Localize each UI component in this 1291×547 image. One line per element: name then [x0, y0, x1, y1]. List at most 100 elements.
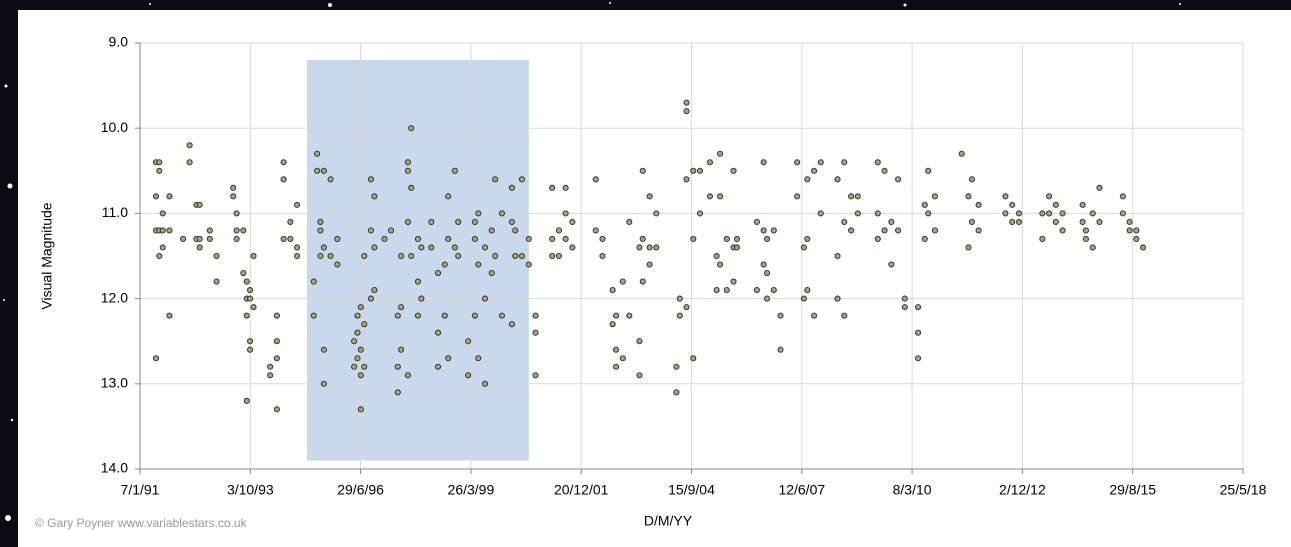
data-point: [166, 312, 173, 319]
data-point: [777, 312, 784, 319]
data-point: [243, 278, 250, 285]
data-point: [166, 227, 173, 234]
data-point: [619, 355, 626, 362]
data-point: [1015, 210, 1023, 217]
data-point: [915, 355, 922, 362]
data-point: [915, 329, 922, 336]
data-point: [394, 363, 401, 370]
data-point: [975, 201, 982, 208]
data-point: [508, 218, 515, 225]
data-point: [717, 193, 724, 200]
data-point: [841, 159, 848, 166]
data-point: [240, 269, 247, 277]
data-point: [508, 184, 515, 191]
data-point: [549, 184, 556, 191]
data-point: [418, 295, 425, 302]
data-point: [532, 312, 539, 319]
data-point: [968, 176, 975, 183]
data-point: [764, 235, 771, 243]
data-point: [834, 176, 841, 183]
data-point: [696, 210, 704, 217]
data-point: [901, 295, 908, 302]
data-point: [931, 227, 938, 234]
data-point: [1126, 227, 1133, 234]
data-point: [354, 312, 361, 319]
data-point: [441, 312, 448, 319]
data-point: [895, 176, 902, 183]
x-tick-label: 2/12/12: [999, 482, 1046, 498]
data-point: [1079, 201, 1086, 208]
data-point: [965, 193, 972, 200]
data-point: [1002, 210, 1009, 217]
data-point: [408, 125, 415, 132]
data-point: [555, 227, 562, 234]
data-point: [206, 235, 213, 243]
x-tick-label: 12/6/07: [778, 482, 825, 498]
data-point: [1119, 193, 1126, 200]
data-point: [626, 312, 633, 319]
data-point: [777, 346, 784, 353]
data-point: [398, 304, 405, 311]
data-point: [351, 363, 358, 370]
data-point: [351, 338, 358, 345]
data-point: [1133, 227, 1140, 234]
data-point: [441, 261, 448, 268]
data-point: [179, 235, 187, 243]
data-point: [152, 193, 160, 200]
data-point: [639, 235, 646, 243]
data-point: [854, 210, 861, 217]
data-point: [354, 355, 361, 362]
data-point: [280, 235, 287, 243]
data-point: [317, 218, 324, 225]
data-point: [958, 150, 965, 157]
data-point: [152, 355, 160, 362]
data-point: [706, 193, 713, 200]
data-point: [475, 355, 482, 362]
data-point: [357, 304, 364, 311]
data-point: [760, 261, 767, 268]
data-point: [1133, 235, 1140, 243]
credit: © Gary Poyner www.variablestars.co.uk: [35, 516, 248, 530]
data-point: [455, 252, 462, 260]
x-tick-label: 3/10/93: [227, 482, 274, 498]
data-point: [717, 150, 724, 157]
data-point: [696, 167, 704, 174]
data-point: [683, 99, 690, 106]
data-point: [320, 244, 327, 251]
data-point: [518, 176, 526, 183]
data-point: [1119, 210, 1126, 217]
data-point: [492, 176, 499, 183]
y-axis-label: Visual Magnitude: [39, 202, 55, 309]
data-point: [723, 287, 730, 294]
data-point: [280, 159, 287, 166]
data-point: [451, 167, 458, 174]
data-point: [532, 329, 539, 336]
x-tick-label: 29/8/15: [1109, 482, 1156, 498]
data-point: [267, 372, 274, 379]
data-point: [569, 218, 576, 225]
data-point: [848, 227, 855, 234]
data-point: [314, 150, 321, 157]
data-point: [713, 287, 720, 294]
y-tick-label: 9.0: [109, 34, 129, 50]
data-point: [730, 167, 737, 174]
data-point: [488, 227, 495, 234]
data-point: [445, 193, 452, 200]
data-point: [481, 295, 489, 302]
data-point: [247, 346, 254, 353]
data-point: [874, 210, 881, 217]
data-point: [817, 210, 824, 217]
data-point: [619, 278, 626, 285]
data-point: [471, 235, 478, 243]
data-point: [434, 269, 442, 277]
data-point: [361, 321, 368, 328]
data-point: [965, 244, 972, 251]
data-point: [233, 235, 240, 243]
data-point: [428, 218, 435, 225]
data-point: [592, 227, 599, 234]
data-point: [592, 176, 599, 183]
data-point: [646, 261, 653, 268]
data-point: [196, 235, 203, 243]
data-point: [398, 346, 405, 353]
data-point: [1089, 244, 1096, 251]
